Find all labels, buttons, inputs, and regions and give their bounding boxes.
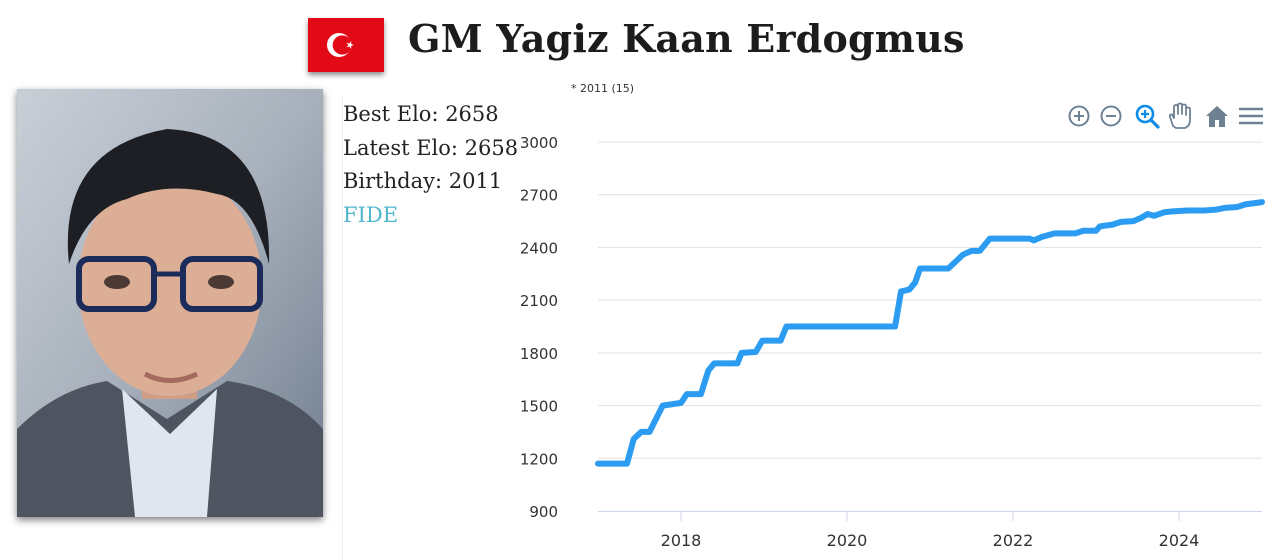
y-tick-label: 2400 <box>520 239 558 257</box>
y-tick-label: 1500 <box>520 398 558 416</box>
column-divider <box>342 96 343 560</box>
latest-elo: Latest Elo: 2658 <box>343 135 519 160</box>
page-title: GM Yagiz Kaan Erdogmus <box>408 16 965 61</box>
selection-zoom-icon[interactable] <box>1134 102 1160 130</box>
chart-note: * 2011 (15) <box>571 82 635 95</box>
menu-icon[interactable] <box>1238 102 1264 130</box>
y-tick-label: 2700 <box>520 187 558 205</box>
x-tick-label: 2020 <box>827 531 868 550</box>
y-tick-label: 3000 <box>520 134 558 152</box>
player-info: Best Elo: 2658 Latest Elo: 2658 Birthday… <box>343 98 518 232</box>
best-elo: Best Elo: 2658 <box>343 102 499 126</box>
y-tick-label: 1800 <box>520 345 558 363</box>
y-tick-label: 1200 <box>520 450 558 468</box>
x-tick-label: 2022 <box>993 531 1034 550</box>
zoom-out-icon[interactable] <box>1098 102 1124 130</box>
x-tick-label: 2018 <box>661 531 702 550</box>
chart-gridlines <box>598 141 1262 459</box>
rating-line[interactable] <box>595 199 1265 467</box>
x-tick-label: 2024 <box>1159 531 1200 550</box>
x-axis: 2018 2020 2022 2024 <box>598 511 1262 550</box>
birthday: Birthday: 2011 <box>343 169 503 193</box>
home-reset-icon[interactable] <box>1204 102 1230 130</box>
player-photo <box>17 89 323 517</box>
y-tick-label: 900 <box>529 503 558 521</box>
rating-chart: 900 1200 1500 1800 2100 2400 2700 3000 2018 2020… <box>520 134 1265 550</box>
zoom-in-icon[interactable] <box>1066 102 1092 130</box>
pan-hand-icon[interactable] <box>1166 102 1192 130</box>
rating-series <box>595 199 1265 467</box>
turkey-flag-icon <box>308 18 384 72</box>
y-tick-label: 2100 <box>520 292 558 310</box>
y-axis-labels: 900 1200 1500 1800 2100 2400 2700 3000 <box>520 134 558 521</box>
fide-link[interactable]: FIDE <box>343 202 399 227</box>
